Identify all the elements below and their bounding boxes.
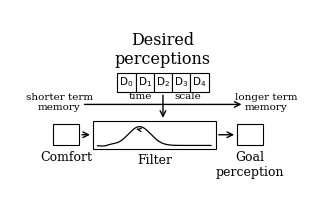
Text: Filter: Filter [137, 154, 172, 167]
Bar [190, 73, 209, 92]
Text: Goal
perception: Goal perception [216, 151, 284, 178]
Bar [135, 73, 154, 92]
Text: time: time [128, 92, 152, 101]
Bar [172, 73, 190, 92]
Bar [154, 73, 172, 92]
Bar [93, 121, 216, 149]
Text: $\mathrm{D}_{1}$: $\mathrm{D}_{1}$ [138, 75, 152, 89]
Text: scale: scale [174, 92, 201, 101]
Text: $\mathrm{D}_{0}$: $\mathrm{D}_{0}$ [119, 75, 134, 89]
Bar [237, 124, 263, 145]
Text: $\mathrm{D}_{3}$: $\mathrm{D}_{3}$ [174, 75, 188, 89]
Text: Desired
perceptions: Desired perceptions [115, 32, 211, 68]
Bar [117, 73, 135, 92]
Bar [53, 124, 79, 145]
Text: $\mathrm{D}_{2}$: $\mathrm{D}_{2}$ [156, 75, 170, 89]
Text: Comfort: Comfort [40, 151, 92, 164]
Text: shorter term
memory: shorter term memory [26, 93, 93, 112]
Text: $\mathrm{D}_{4}$: $\mathrm{D}_{4}$ [192, 75, 207, 89]
Text: longer term
memory: longer term memory [235, 93, 298, 112]
